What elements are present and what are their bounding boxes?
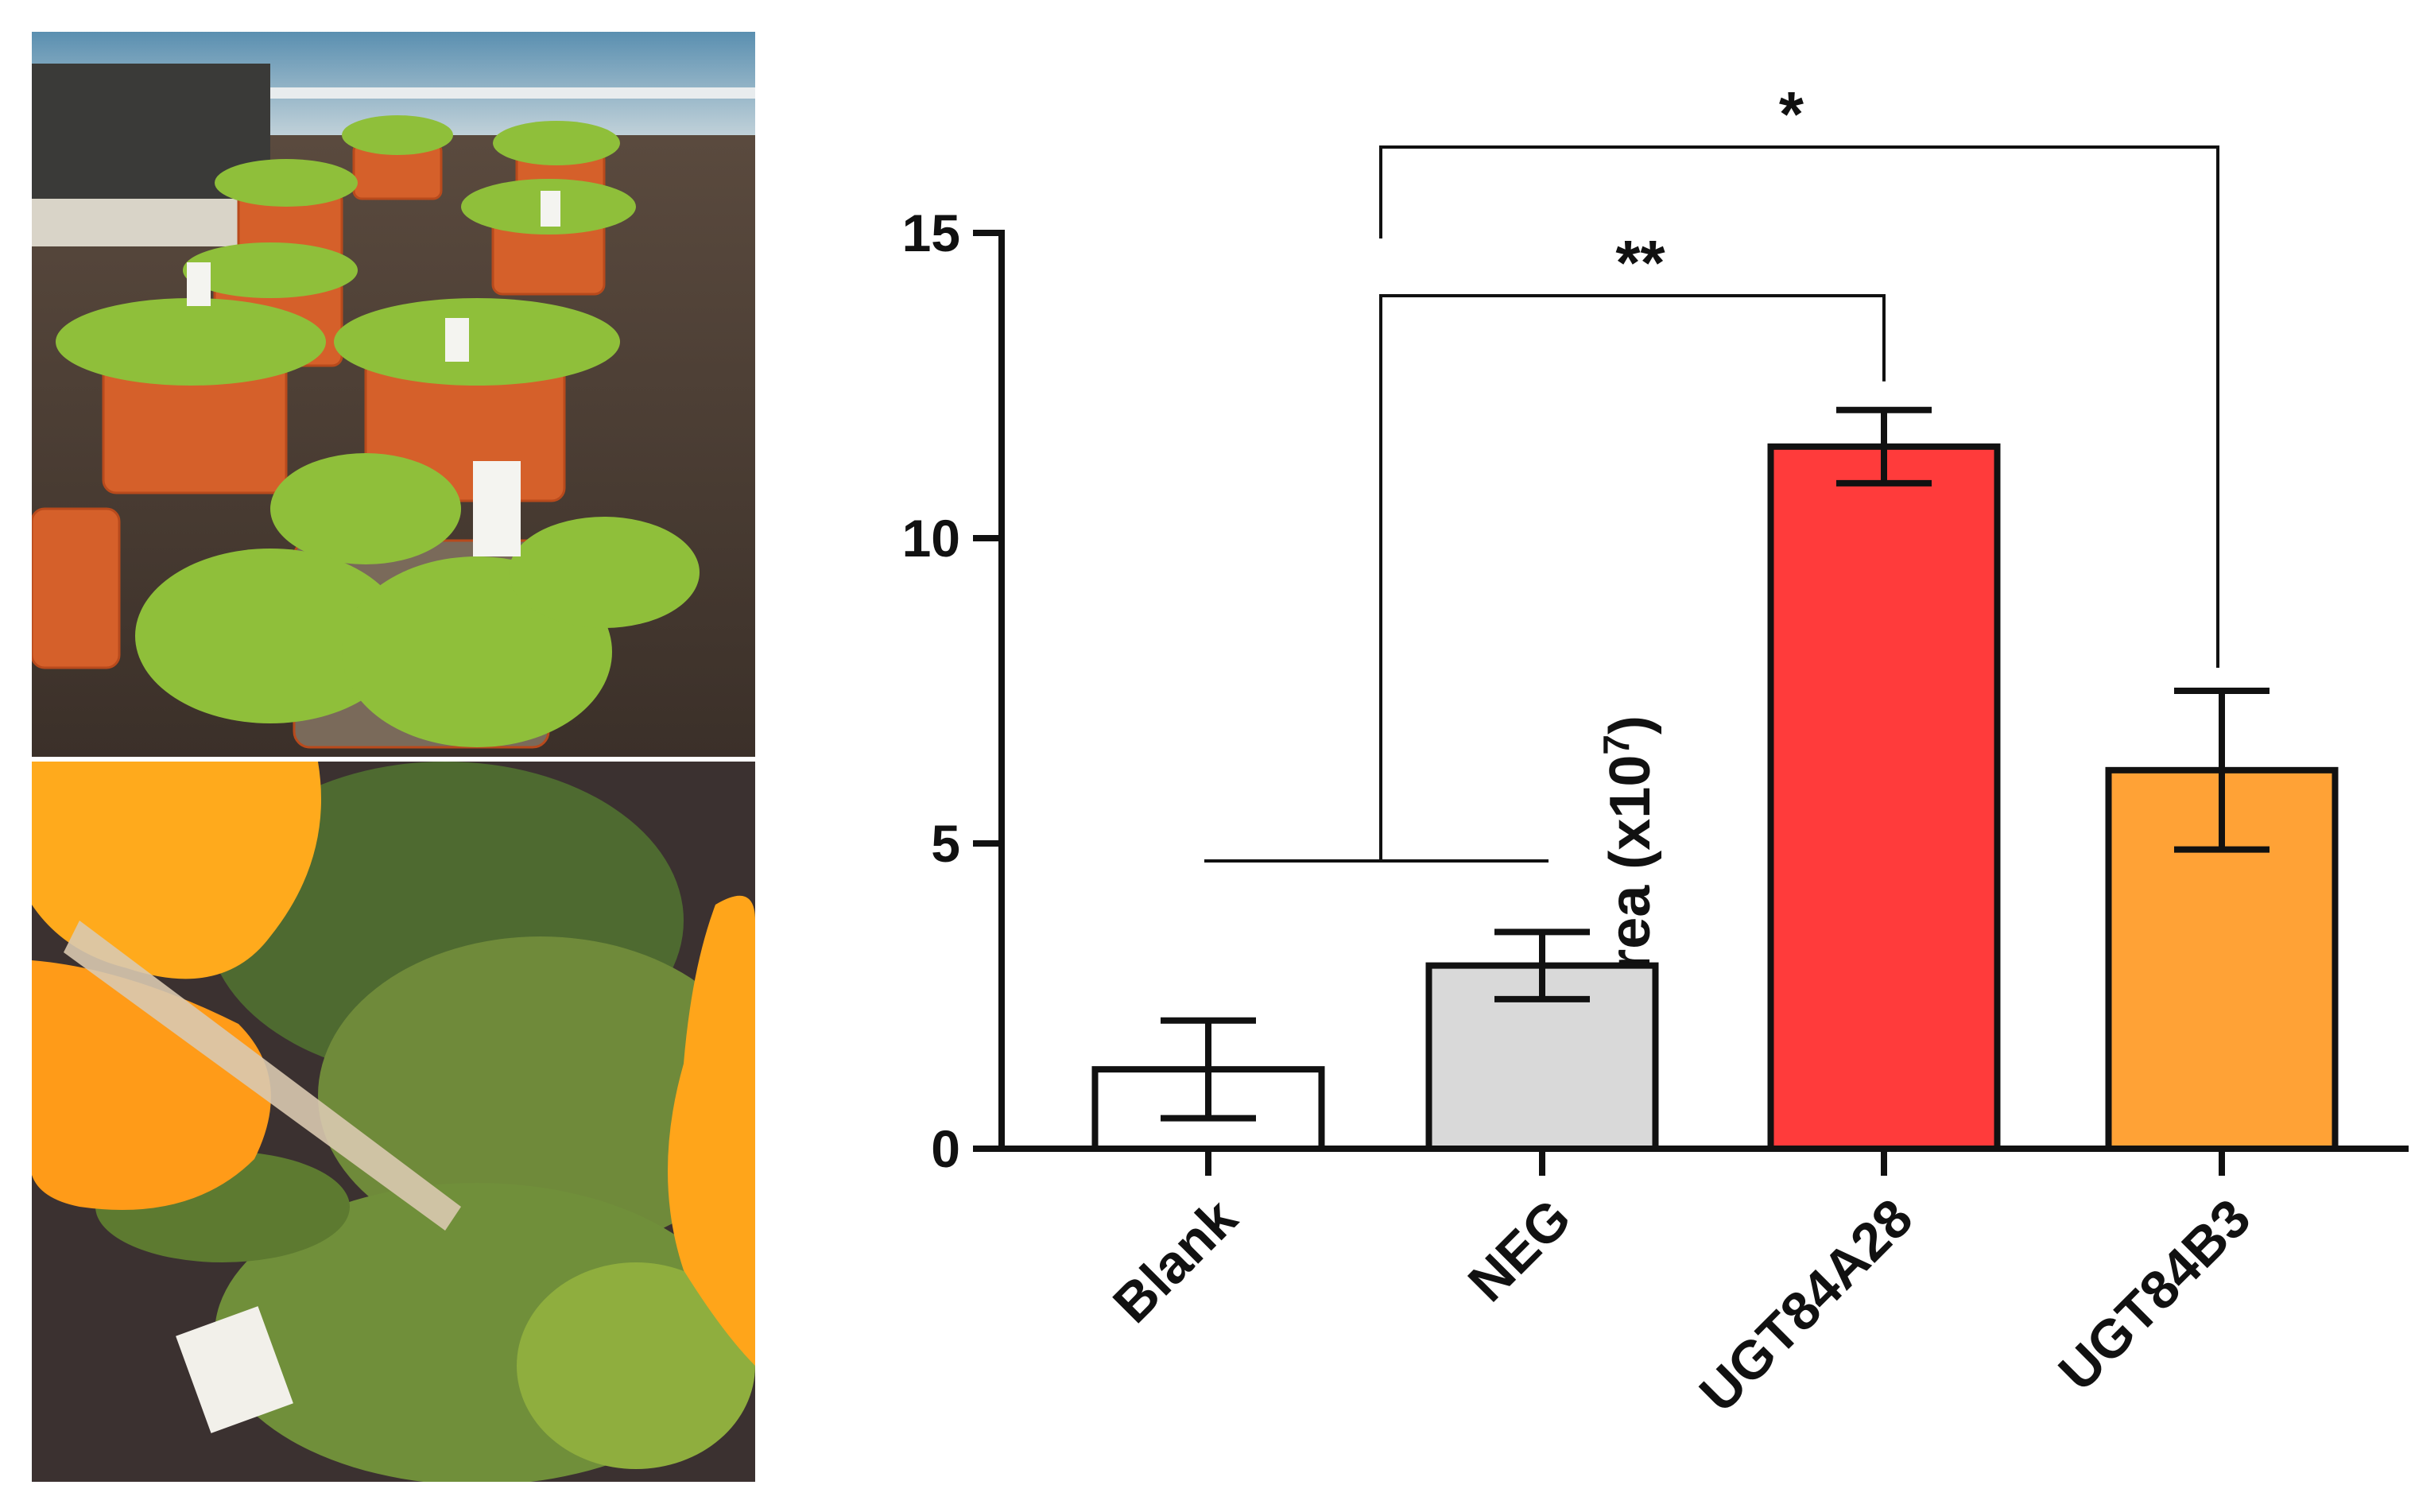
y-tick-label: 10	[902, 509, 960, 568]
significance-label: *	[1779, 79, 1804, 149]
bracket-ugt84a28	[1379, 294, 1886, 861]
x-tick-label: Blank	[1102, 1188, 1249, 1335]
error-bars	[1161, 406, 2270, 1122]
bar	[1767, 443, 2001, 1152]
significance-label: **	[1615, 227, 1665, 298]
x-tick-labels: Blank NEG UGT84A28 UGT84B3	[1102, 1149, 2262, 1424]
bars	[1091, 443, 2339, 1153]
x-tick-label: UGT84B3	[2047, 1188, 2262, 1402]
greenhouse-plants-photo	[32, 32, 755, 757]
y-ticks: 0 5 10 15	[902, 204, 1002, 1178]
bar-chart: Peak area (x107) 0 5 10 15 Blank NEG UGT84A28…	[755, 0, 2411, 1512]
y-tick-label: 5	[931, 814, 960, 873]
y-tick-label: 15	[902, 204, 960, 262]
significance-brackets: ***	[1204, 79, 2219, 863]
leaf-infiltration-photo	[32, 762, 755, 1482]
bracket-ugt84b3	[1379, 145, 2219, 668]
y-tick-label: 0	[931, 1119, 960, 1178]
x-tick-label: UGT84A28	[1688, 1188, 1925, 1424]
x-tick-label: NEG	[1457, 1188, 1583, 1313]
